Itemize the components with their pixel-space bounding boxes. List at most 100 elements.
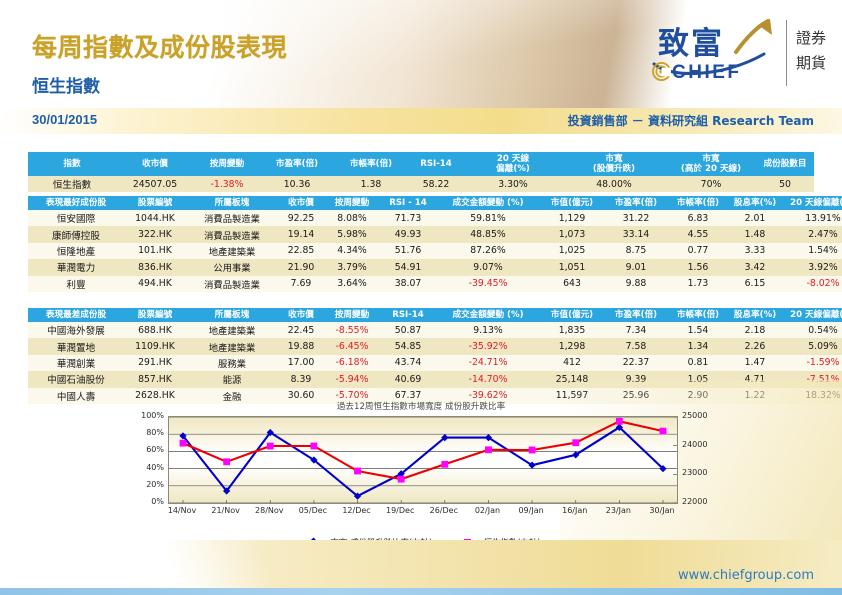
best-cell-stock-name: 利豐 — [28, 275, 124, 292]
best-cell-pb-ratio: 4.55 — [668, 226, 728, 243]
chart-left-tick-label: 0% — [151, 497, 164, 506]
page-header: 每周指數及成份股表現 恒生指數 致富 CHIEF 證券 期貨 — [0, 0, 842, 108]
best-cell-turnover-change: 9.07% — [436, 259, 540, 276]
best-cell-sector: 公用事業 — [186, 259, 278, 276]
worst-cell-stock-code: 1109.HK — [124, 338, 186, 355]
logo-service-securities: 證券 — [796, 29, 827, 47]
worst-cell-turnover-change: -39.62% — [436, 387, 540, 404]
best-col-pe-ratio: 市盈率(倍) — [604, 196, 668, 210]
best-cell-stock-name: 康師傅控股 — [28, 226, 124, 243]
worst-cell-ma20-deviation: 18.32% — [782, 387, 842, 404]
best-cell-pe-ratio: 8.75 — [604, 242, 668, 260]
chart-x-tick-label: 28/Nov — [255, 506, 284, 515]
chart-point-hsi-8 — [528, 446, 536, 454]
best-cell-turnover-change: -39.45% — [436, 275, 540, 292]
chart-title: 過去12周恒生指數市場寬度 成份股升跌比率 — [336, 402, 506, 412]
index-summary-table: 指數 收市價 按周變動 市盈率(倍) 市帳率(倍) RSI-14 20 天線 偏… — [28, 152, 814, 193]
col-ma20-deviation: 20 天線 偏離(%) — [464, 152, 562, 176]
best-cell-rsi: 54.91 — [380, 259, 436, 276]
best-col-market-cap: 市值(億元) — [540, 196, 604, 210]
worst-cell-pb-ratio: 0.81 — [668, 354, 728, 372]
worst-cell-weekly-change: -6.45% — [324, 338, 380, 355]
chart-x-tick-label: 30/Jan — [649, 506, 675, 515]
worst-cell-pb-ratio: 1.34 — [668, 338, 728, 355]
chart-x-tick-label: 26/Dec — [429, 506, 458, 515]
worst-cell-market-cap: 1,835 — [540, 322, 604, 339]
best-cell-close-price: 19.14 — [278, 226, 324, 243]
best-cell-turnover-change: 59.81% — [436, 210, 540, 227]
worst-cell-turnover-change: -14.70% — [436, 371, 540, 388]
worst-cell-rsi: 40.69 — [380, 371, 436, 388]
logo-c-mark-icon — [652, 62, 671, 81]
worst-cell-close-price: 22.45 — [278, 322, 324, 339]
best-cell-ma20-deviation: 1.54% — [782, 242, 842, 260]
best-cell-pb-ratio: 1.56 — [668, 259, 728, 276]
best-col-pb-ratio: 市帳率(倍) — [668, 196, 728, 210]
table-row: 恒安國際 1044.HK 消費品製造業 92.25 8.08% 71.73 59.81% 1,… — [28, 210, 842, 227]
chart-x-tick-label: 09/Jan — [518, 506, 544, 515]
worst-cell-stock-code: 857.HK — [124, 371, 186, 388]
worst-cell-dividend-yield: 2.26 — [728, 338, 782, 355]
worst-cell-close-price: 19.88 — [278, 338, 324, 355]
best-cell-pe-ratio: 9.88 — [604, 275, 668, 292]
worst-col-sector: 所屬板塊 — [186, 308, 278, 322]
chart-left-tick-label: 60% — [146, 445, 164, 455]
best-performers-header-row: 表現最好成份股 股票編號 所屬板塊 收市價 按周變動 RSI - 14 成交金額變動 (%)… — [28, 196, 842, 210]
best-cell-dividend-yield: 3.42 — [728, 259, 782, 276]
footer-blue-strip — [0, 588, 842, 595]
worst-cell-stock-name: 中國石油股份 — [28, 371, 124, 388]
table-row: 中國石油股份 857.HK 能源 8.39 -5.94% 40.69 -14.70% 25,1… — [28, 371, 842, 388]
worst-cell-ma20-deviation: 0.54% — [782, 322, 842, 339]
col-index-name: 指數 — [28, 152, 116, 176]
best-cell-pe-ratio: 9.01 — [604, 259, 668, 276]
best-cell-weekly-change: 8.08% — [324, 210, 380, 227]
worst-cell-pb-ratio: 1.54 — [668, 322, 728, 339]
worst-performers-header-row: 表現最差成份股 股票編號 所屬板塊 收市價 按周變動 RSI-14 成交金額變動 (%) 市值… — [28, 308, 842, 322]
col-breadth-ma20: 市寬 (高於 20 天線) — [666, 152, 756, 176]
best-col-stock-code: 股票編號 — [124, 196, 186, 210]
worst-cell-dividend-yield: 4.71 — [728, 371, 782, 388]
col-breadth-ma20-l2: (高於 20 天線) — [680, 164, 742, 174]
worst-cell-rsi: 54.85 — [380, 338, 436, 355]
chart-left-tick-label: 100% — [141, 411, 164, 420]
chart-series-line-hsi — [181, 420, 665, 481]
chart-svg — [169, 417, 677, 503]
best-cell-market-cap: 1,051 — [540, 259, 604, 276]
worst-cell-ma20-deviation: -7.51% — [782, 371, 842, 388]
logo-divider — [786, 20, 787, 86]
chart-point-breadth-10 — [615, 423, 623, 431]
chart-series-line-breadth — [181, 426, 665, 498]
worst-cell-market-cap: 25,148 — [540, 371, 604, 388]
chart-x-tick-label: 05/Dec — [298, 506, 328, 515]
report-date: 30/01/2015 — [32, 112, 98, 127]
best-col-weekly-change: 按周變動 — [324, 196, 380, 210]
best-cell-stock-code: 836.HK — [124, 259, 186, 276]
logo-arrow-icon — [734, 19, 772, 54]
worst-col-turnover-change: 成交金額變動 (%) — [436, 308, 540, 322]
best-col-dividend-yield: 股息率(%) — [728, 196, 782, 210]
best-cell-stock-name: 華潤電力 — [28, 259, 124, 276]
chart-x-tick-label: 21/Nov — [211, 506, 240, 515]
worst-performers-body: 中國海外發展 688.HK 地產建築業 22.45 -8.55% 50.87 9.13% 1,… — [28, 322, 842, 404]
table-row: 利豐 494.HK 消費品製造業 7.69 3.64% 38.07 -39.45% 643 9.… — [28, 275, 842, 292]
col-weekly-change: 按周變動 — [194, 152, 260, 176]
chart-point-breadth-7 — [484, 434, 493, 442]
best-cell-pe-ratio: 31.22 — [604, 210, 668, 227]
best-cell-dividend-yield: 3.33 — [728, 242, 782, 260]
chart-point-hsi-4 — [354, 467, 361, 475]
best-col-rsi: RSI - 14 — [380, 196, 436, 210]
chart-left-tick-label: 40% — [146, 462, 164, 472]
best-cell-close-price: 7.69 — [278, 275, 324, 292]
worst-cell-pe-ratio: 9.39 — [604, 371, 668, 388]
best-cell-pe-ratio: 33.14 — [604, 226, 668, 243]
best-cell-rsi: 71.73 — [380, 210, 436, 227]
worst-cell-turnover-change: -35.92% — [436, 338, 540, 355]
best-cell-weekly-change: 4.34% — [324, 242, 380, 260]
best-cell-close-price: 21.90 — [278, 259, 324, 276]
worst-col-rsi: RSI-14 — [380, 308, 436, 322]
cell-constituent-count: 50 — [756, 176, 814, 193]
chart-point-hsi-3 — [310, 442, 318, 450]
worst-cell-dividend-yield: 1.22 — [728, 387, 782, 404]
cell-close-price: 24507.05 — [116, 176, 194, 193]
worst-col-weekly-change: 按周變動 — [324, 308, 380, 322]
